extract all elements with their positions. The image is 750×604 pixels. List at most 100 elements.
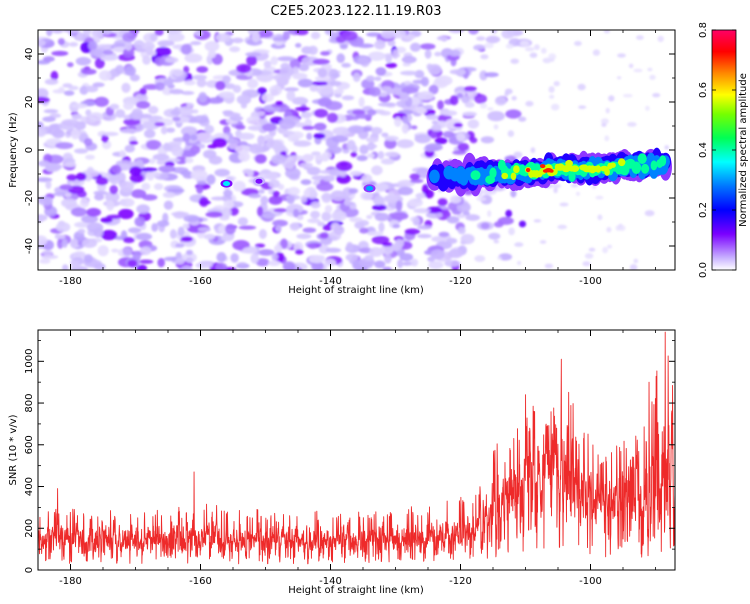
y-tick-label: 400 — [24, 477, 35, 496]
heatmap-noise-cell — [402, 116, 408, 124]
heatmap-noise-cell — [531, 147, 536, 153]
heatmap-noise-cell — [157, 220, 169, 227]
heatmap-noise-cell — [607, 245, 612, 249]
heatmap-noise-cell — [262, 213, 276, 219]
heatmap-noise-cell — [400, 253, 414, 261]
heatmap-noise-cell — [62, 264, 68, 272]
heatmap-noise-cell — [259, 229, 267, 239]
heatmap-noise-cell — [264, 60, 272, 67]
heatmap-noise-cell — [346, 254, 359, 262]
heatmap-noise-cell — [131, 189, 146, 198]
heatmap-noise-cell — [246, 116, 259, 124]
heatmap-noise-cell — [480, 54, 488, 59]
heatmap-noise-cell — [473, 45, 485, 51]
heatmap-noise-cell — [260, 196, 268, 205]
heatmap-noise-cell — [378, 222, 384, 232]
heatmap-noise-cell — [342, 31, 358, 41]
heatmap-noise-cell — [359, 97, 365, 107]
heatmap-noise-cell — [649, 75, 655, 80]
heatmap-noise-cell — [664, 145, 669, 150]
heatmap-noise-cell — [589, 248, 596, 252]
heatmap-noise-cell — [259, 189, 265, 194]
heatmap-noise-cell — [111, 165, 121, 174]
heatmap-noise-cell — [341, 63, 351, 68]
heatmap-noise-cell — [430, 131, 437, 139]
heatmap-noise-cell — [34, 235, 47, 245]
heatmap-noise-cell — [55, 142, 73, 149]
heatmap-noise-cell — [474, 94, 487, 104]
heatmap-noise-cell — [269, 179, 280, 188]
heatmap-noise-cell — [505, 109, 521, 118]
heatmap-noise-cell — [262, 123, 277, 131]
heatmap-noise-cell — [376, 67, 387, 76]
heatmap-noise-cell — [153, 154, 170, 161]
heatmap-noise-cell — [125, 145, 135, 153]
heatmap-noise-cell — [369, 247, 383, 257]
heatmap-noise-cell — [155, 47, 171, 57]
heatmap-noise-cell — [358, 57, 370, 65]
heatmap-noise-cell — [279, 119, 296, 130]
heatmap-noise-cell — [425, 190, 434, 199]
heatmap-noise-cell — [311, 32, 320, 39]
heatmap-noise-cell — [45, 181, 51, 190]
heatmap-noise-cell — [320, 233, 329, 239]
heatmap-noise-cell — [627, 122, 637, 127]
heatmap-noise-cell — [99, 70, 111, 81]
heatmap-noise-cell — [164, 201, 173, 210]
heatmap-noise-cell — [579, 106, 586, 109]
heatmap-noise-cell — [214, 169, 230, 177]
heatmap-noise-cell — [645, 210, 655, 216]
heatmap-noise-cell — [375, 213, 390, 222]
heatmap-noise-cell — [128, 227, 141, 233]
heatmap-ridge-cell — [511, 173, 517, 181]
heatmap-noise-cell — [381, 31, 395, 38]
heatmap-noise-cell — [468, 27, 479, 35]
heatmap-noise-cell — [439, 232, 450, 237]
x-tick-label: -120 — [449, 276, 472, 287]
heatmap-noise-cell — [633, 69, 642, 73]
heatmap-noise-cell — [514, 242, 523, 247]
heatmap-noise-cell — [163, 192, 176, 198]
heatmap-noise-cell — [525, 47, 535, 51]
heatmap-noise-cell — [71, 207, 87, 216]
heatmap-noise-cell — [184, 215, 200, 223]
heatmap-noise-cell — [349, 217, 362, 222]
heatmap-noise-cell — [165, 57, 178, 63]
heatmap-ridge-cell — [571, 165, 579, 172]
heatmap-noise-cell — [402, 123, 409, 134]
heatmap-noise-cell — [142, 55, 151, 64]
heatmap-noise-cell — [248, 194, 261, 199]
heatmap-noise-cell — [178, 106, 194, 116]
heatmap-spot — [256, 179, 263, 184]
heatmap-noise-cell — [476, 36, 485, 41]
heatmap-noise-cell — [597, 215, 602, 221]
heatmap-noise-cell — [373, 195, 384, 205]
heatmap-ridge-cell — [651, 160, 658, 170]
heatmap-noise-cell — [658, 36, 664, 42]
heatmap-noise-cell — [127, 260, 137, 267]
heatmap-noise-cell — [173, 69, 183, 77]
heatmap-noise-cell — [378, 151, 385, 159]
heatmap-noise-cell — [212, 138, 227, 148]
heatmap-noise-cell — [146, 170, 154, 181]
heatmap-noise-cell — [410, 43, 421, 52]
heatmap-noise-cell — [450, 69, 466, 74]
heatmap-noise-cell — [468, 119, 480, 128]
heatmap-noise-cell — [269, 85, 282, 96]
heatmap-noise-cell — [222, 208, 232, 218]
heatmap-noise-cell — [397, 139, 414, 148]
heatmap-noise-cell — [601, 123, 606, 127]
heatmap-noise-cell — [71, 129, 81, 139]
heatmap-noise-cell — [195, 262, 212, 268]
heatmap-noise-cell — [431, 249, 445, 259]
heatmap-noise-cell — [330, 190, 346, 201]
heatmap-noise-cell — [342, 95, 354, 100]
x-tick-label: -180 — [59, 576, 82, 587]
heatmap-noise-cell — [175, 243, 184, 248]
heatmap-noise-cell — [391, 243, 402, 251]
colorbar-tick-label: 0.6 — [698, 82, 709, 98]
heatmap-noise-cell — [125, 66, 136, 76]
figure-title: C2E5.2023.122.11.19.R03 — [270, 4, 441, 19]
heatmap-noise-cell — [367, 231, 384, 235]
heatmap-ridge-cell — [604, 168, 610, 176]
